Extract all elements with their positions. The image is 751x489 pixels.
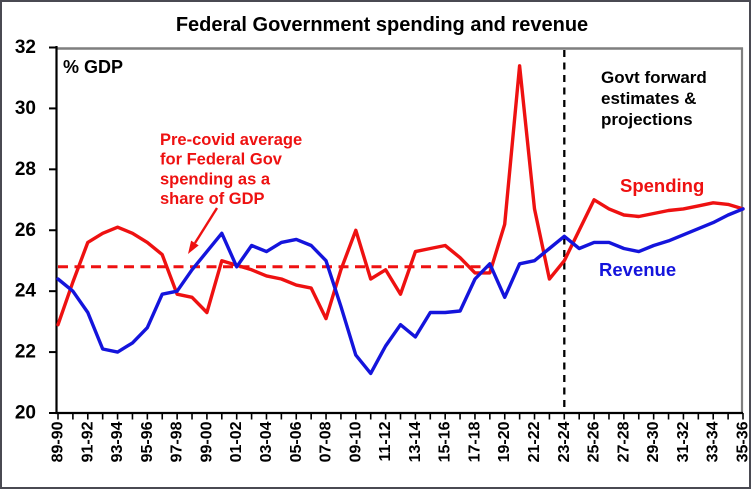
x-tick-label: 15-16 [437, 421, 454, 462]
x-tick-label: 01-02 [228, 421, 245, 462]
x-tick-label: 03-04 [258, 421, 275, 462]
y-tick-label: 30 [15, 98, 36, 119]
x-tick-label: 33-34 [705, 421, 722, 462]
x-tick-label: 31-32 [675, 421, 692, 462]
y-tick-label: 26 [15, 220, 36, 241]
precovid-annotation: Pre-covid average for Federal Gov spending… [160, 131, 302, 208]
x-tick-label: 93-94 [109, 421, 126, 462]
x-tick-label: 23-24 [556, 421, 573, 462]
x-tick-label: 91-92 [79, 421, 96, 462]
x-tick-label: 21-22 [526, 421, 543, 462]
x-tick-label: 05-06 [288, 421, 305, 462]
x-tick-label: 19-20 [496, 421, 513, 462]
x-tick-label: 99-00 [198, 421, 215, 462]
y-axis-labels: 20 22 24 26 28 30 32 [15, 37, 37, 424]
spending-line [56, 64, 745, 327]
y-tick-label: 22 [15, 342, 36, 363]
forward-estimates-annotation: Govt forward estimates & projections [601, 68, 707, 129]
chart-title: Federal Government spending and revenue [176, 14, 588, 36]
x-tick-label: 89-90 [50, 421, 67, 462]
revenue-line [56, 207, 745, 376]
y-tick-label: 24 [15, 281, 37, 302]
y-tick-label: 20 [15, 403, 36, 424]
x-tick-label: 35-36 [735, 421, 751, 462]
spending-series-label: Spending [620, 175, 704, 196]
x-axis-ticks [57, 413, 744, 420]
precovid-arrow [188, 207, 219, 254]
x-tick-label: 27-28 [615, 421, 632, 462]
x-tick-label: 29-30 [645, 421, 662, 462]
y-axis-ticks [49, 46, 56, 414]
y-tick-label: 28 [15, 159, 36, 180]
revenue-series-label: Revenue [599, 259, 676, 280]
unit-label: % GDP [63, 57, 123, 77]
x-tick-label: 25-26 [586, 421, 603, 462]
x-tick-label: 07-08 [318, 421, 335, 462]
x-tick-label: 13-14 [407, 421, 424, 462]
x-tick-label: 11-12 [377, 421, 394, 461]
x-tick-label: 09-10 [347, 421, 364, 462]
y-tick-label: 32 [15, 37, 36, 58]
x-tick-label: 17-18 [466, 421, 483, 462]
x-axis-labels: 89-90 91-92 93-94 95-96 97-98 99-00 01-02 03-04… [50, 421, 751, 462]
x-tick-label: 97-98 [169, 421, 186, 462]
x-tick-label: 95-96 [139, 421, 156, 462]
